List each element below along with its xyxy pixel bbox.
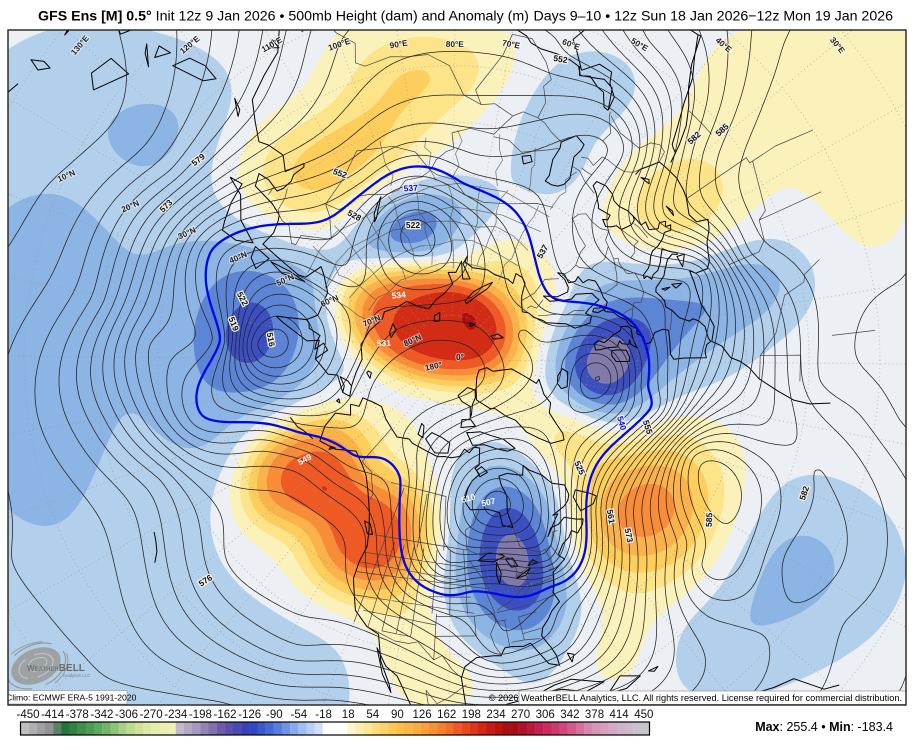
svg-text:-198: -198 bbox=[189, 709, 212, 721]
svg-text:537: 537 bbox=[403, 183, 418, 194]
svg-text:126: 126 bbox=[413, 709, 432, 721]
svg-text:-90: -90 bbox=[266, 709, 283, 721]
svg-text:Max: 255.4 • Min: -183.4: Max: 255.4 • Min: -183.4 bbox=[755, 720, 893, 734]
svg-text:-162: -162 bbox=[213, 709, 236, 721]
svg-text:522: 522 bbox=[406, 220, 420, 230]
svg-text:© 2026 WeatherBELL Analytics,: © 2026 WeatherBELL Analytics, LLC. All r… bbox=[489, 693, 902, 703]
svg-text:555: 555 bbox=[641, 419, 655, 436]
svg-text:18: 18 bbox=[342, 709, 355, 721]
svg-text:573: 573 bbox=[623, 527, 636, 543]
svg-text:552: 552 bbox=[553, 53, 569, 65]
svg-text:-414: -414 bbox=[41, 709, 65, 721]
svg-text:Days 9–10 • 12z Sun 18 Jan 202: Days 9–10 • 12z Sun 18 Jan 2026−12z Mon … bbox=[533, 9, 893, 25]
svg-text:-270: -270 bbox=[140, 709, 163, 721]
svg-text:-18: -18 bbox=[315, 709, 332, 721]
svg-text:561: 561 bbox=[605, 509, 617, 525]
svg-text:507: 507 bbox=[480, 496, 496, 509]
svg-text:80°E: 80°E bbox=[446, 39, 465, 49]
svg-text:0°: 0° bbox=[456, 352, 464, 362]
svg-text:-306: -306 bbox=[115, 709, 138, 721]
svg-text:234: 234 bbox=[486, 709, 506, 721]
svg-text:-234: -234 bbox=[164, 709, 188, 721]
svg-text:531: 531 bbox=[376, 338, 391, 349]
svg-text:-450: -450 bbox=[16, 709, 39, 721]
svg-text:414: 414 bbox=[610, 709, 630, 721]
svg-text:585: 585 bbox=[704, 512, 715, 527]
svg-text:516: 516 bbox=[265, 332, 277, 348]
svg-text:162: 162 bbox=[437, 709, 456, 721]
svg-text:54: 54 bbox=[366, 709, 379, 721]
svg-text:198: 198 bbox=[462, 709, 481, 721]
svg-text:70°E: 70°E bbox=[501, 37, 521, 50]
svg-text:534: 534 bbox=[391, 289, 406, 300]
svg-text:270: 270 bbox=[511, 709, 530, 721]
svg-text:90°E: 90°E bbox=[389, 38, 409, 51]
svg-text:450: 450 bbox=[634, 709, 653, 721]
svg-text:90: 90 bbox=[391, 709, 404, 721]
svg-text:Climo: ECMWF ERA-5 1991-2020: Climo: ECMWF ERA-5 1991-2020 bbox=[6, 693, 137, 703]
svg-text:180°: 180° bbox=[424, 359, 443, 372]
svg-text:-342: -342 bbox=[90, 709, 113, 721]
svg-text:-54: -54 bbox=[291, 709, 308, 721]
svg-text:378: 378 bbox=[585, 709, 604, 721]
svg-text:Analytics LLC: Analytics LLC bbox=[63, 673, 91, 678]
svg-text:510: 510 bbox=[460, 491, 477, 504]
svg-text:342: 342 bbox=[560, 709, 579, 721]
svg-text:-126: -126 bbox=[238, 709, 261, 721]
svg-text:306: 306 bbox=[536, 709, 555, 721]
svg-text:-378: -378 bbox=[66, 709, 89, 721]
svg-text:GFS Ens [M] 0.5° Init 12z 9 Ja: GFS Ens [M] 0.5° Init 12z 9 Jan 2026 • 5… bbox=[38, 9, 529, 25]
svg-text:WEATHERBELL: WEATHERBELL bbox=[27, 663, 85, 674]
